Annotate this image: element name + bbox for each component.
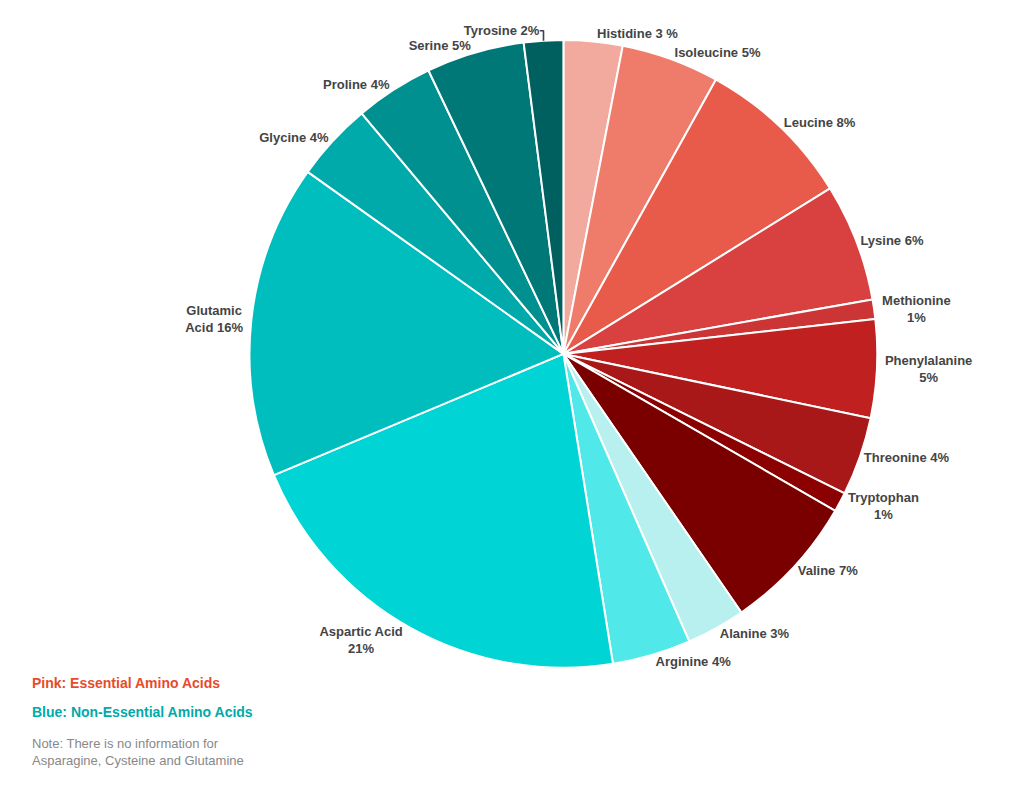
svg-text:Alanine 3%: Alanine 3% — [720, 626, 790, 641]
svg-text:Phenylalanine5%: Phenylalanine5% — [885, 353, 972, 385]
svg-text:GlutamicAcid 16%: GlutamicAcid 16% — [185, 303, 243, 335]
svg-text:Histidine 3 %: Histidine 3 % — [597, 26, 678, 41]
svg-text:Blue: Non-Essential Amino Acid: Blue: Non-Essential Amino Acids — [32, 704, 253, 720]
svg-text:Note: There is no information: Note: There is no information forAsparag… — [32, 736, 244, 768]
svg-text:Serine 5%: Serine 5% — [409, 38, 472, 53]
svg-text:Threonine 4%: Threonine 4% — [864, 450, 950, 465]
svg-text:Glycine 4%: Glycine 4% — [259, 130, 329, 145]
svg-text:Valine 7%: Valine 7% — [798, 563, 858, 578]
svg-text:Tyrosine 2%: Tyrosine 2% — [464, 23, 540, 38]
svg-text:Proline 4%: Proline 4% — [323, 77, 390, 92]
svg-text:Arginine 4%: Arginine 4% — [656, 654, 732, 669]
svg-text:Aspartic Acid21%: Aspartic Acid21% — [319, 624, 402, 656]
svg-text:Methionine1%: Methionine1% — [882, 293, 951, 325]
svg-text:Isoleucine 5%: Isoleucine 5% — [675, 45, 761, 60]
svg-text:Lysine 6%: Lysine 6% — [860, 233, 924, 248]
svg-text:Pink: Essential Amino Acids: Pink: Essential Amino Acids — [32, 675, 220, 691]
svg-text:Leucine 8%: Leucine 8% — [784, 115, 856, 130]
svg-text:Tryptophan1%: Tryptophan1% — [848, 490, 919, 522]
